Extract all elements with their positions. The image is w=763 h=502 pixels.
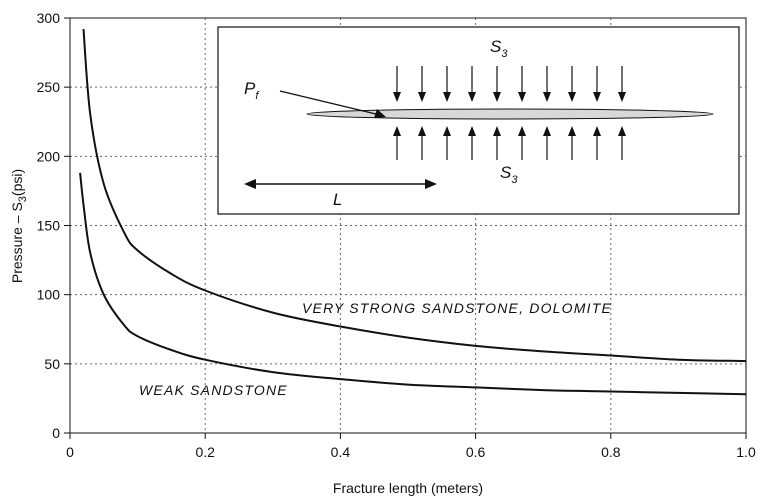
stress-arrowhead-up	[593, 126, 601, 136]
x-axis-label: Fracture length (meters)	[333, 480, 483, 496]
stress-arrowhead-down	[593, 92, 601, 102]
x-tick-label: 0.4	[331, 444, 351, 460]
y-axis-label: Pressure – S3(psi)	[9, 169, 29, 283]
fracture-ellipse	[306, 108, 714, 120]
stress-arrowhead-down	[418, 92, 426, 102]
grid-lines	[70, 18, 746, 433]
stress-arrowhead-up	[443, 126, 451, 136]
fracture-inset-diagram: S3 S3 Pf L	[217, 26, 740, 215]
length-arrowhead-left	[244, 179, 256, 189]
curve-label-strong: VERY STRONG SANDSTONE, DOLOMITE	[302, 300, 612, 316]
y-tick-label: 50	[44, 356, 60, 372]
curve-very-strong-sandstone	[82, 29, 747, 363]
y-tick-label: 200	[37, 148, 61, 164]
inset-frame	[217, 26, 740, 215]
data-curves	[79, 29, 747, 396]
stress-arrowhead-up	[543, 126, 551, 136]
x-tick-label: 0	[66, 444, 74, 460]
x-tick-label: 0.6	[466, 444, 486, 460]
x-tick-label: 1.0	[736, 444, 756, 460]
x-tick-label: 0.2	[195, 444, 215, 460]
stress-arrowhead-up	[518, 126, 526, 136]
curve-weak-sandstone	[79, 172, 747, 396]
stress-arrowhead-up	[418, 126, 426, 136]
stress-arrowhead-down	[568, 92, 576, 102]
stress-arrows-bottom	[393, 126, 626, 160]
stress-arrowhead-up	[618, 126, 626, 136]
x-tick-label: 0.8	[601, 444, 621, 460]
stress-arrowhead-down	[493, 92, 501, 102]
s3-top-label: S3	[490, 37, 508, 60]
pf-pointer-arrow	[279, 90, 381, 116]
y-tick-label: 300	[37, 10, 61, 26]
stress-arrowhead-up	[568, 126, 576, 136]
pf-pointer-arrowhead	[374, 109, 386, 118]
stress-arrowhead-up	[393, 126, 401, 136]
stress-arrowhead-up	[493, 126, 501, 136]
s3-bottom-label: S3	[500, 163, 518, 186]
y-tick-label: 150	[37, 218, 61, 234]
y-tick-label: 250	[37, 79, 61, 95]
y-tick-label: 0	[52, 425, 60, 441]
stress-arrowhead-down	[443, 92, 451, 102]
stress-arrowhead-down	[618, 92, 626, 102]
axis-ticks: 0 0.2 0.4 0.6 0.8 1.0 0 50 100 150 200 250 300	[37, 10, 756, 460]
stress-arrowhead-down	[543, 92, 551, 102]
stress-arrowhead-up	[468, 126, 476, 136]
length-arrowhead-right	[425, 179, 437, 189]
pf-label: Pf	[244, 79, 259, 102]
length-label: L	[333, 190, 342, 209]
stress-arrows-top	[393, 66, 626, 102]
stress-arrowhead-down	[468, 92, 476, 102]
stress-arrowhead-down	[393, 92, 401, 102]
y-tick-label: 100	[37, 287, 61, 303]
curve-label-weak: WEAK SANDSTONE	[139, 382, 288, 398]
stress-arrowhead-down	[518, 92, 526, 102]
